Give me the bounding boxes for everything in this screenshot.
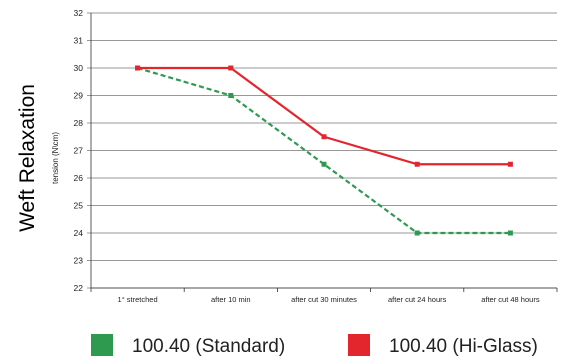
data-point <box>228 65 234 71</box>
series-line <box>137 66 511 166</box>
y-axis-label: Weft Relaxation <box>16 84 39 232</box>
data-point <box>507 230 513 236</box>
y-tick-label: 29 <box>74 91 84 101</box>
legend-label: 100.40 (Standard) <box>132 336 285 357</box>
x-tick-labels: 1° stretched after 10 min after cut 30 min… <box>118 295 540 304</box>
y-tick-label: 31 <box>74 36 84 46</box>
x-tick-label: after cut 30 minutes <box>291 295 357 304</box>
legend-item: 100.40 (Standard) <box>91 334 285 357</box>
legend: 100.40 (Standard) 100.40 (Hi-Glass) <box>91 334 538 357</box>
y-tick-label: 27 <box>74 146 84 156</box>
x-tick-label: 1° stretched <box>118 295 158 304</box>
axes <box>90 13 558 292</box>
data-point <box>135 65 141 71</box>
legend-item: 100.40 (Hi-Glass) <box>348 334 538 357</box>
y-tick-label: 30 <box>74 63 84 73</box>
data-point <box>414 161 420 167</box>
legend-label: 100.40 (Hi-Glass) <box>389 336 538 357</box>
series-hi-glass <box>135 65 513 167</box>
data-point <box>507 161 513 167</box>
series-group <box>135 65 513 236</box>
legend-swatch <box>91 334 113 356</box>
grid-lines <box>87 12 557 289</box>
legend-swatch <box>348 334 370 356</box>
y-axis-unit: tension (N\cm) <box>51 132 60 184</box>
y-tick-label: 25 <box>74 201 84 211</box>
y-tick-label: 28 <box>74 118 84 128</box>
y-tick-label: 26 <box>74 173 84 183</box>
y-tick-labels: 22 23 24 25 26 27 28 29 30 31 32 <box>74 8 84 293</box>
y-tick-label: 24 <box>74 228 84 238</box>
y-tick-label: 22 <box>74 283 84 293</box>
y-tick-label: 23 <box>74 256 84 266</box>
x-tick-label: after cut 24 hours <box>388 295 447 304</box>
x-tick-label: after 10 min <box>211 295 251 304</box>
y-tick-label: 32 <box>74 8 84 18</box>
data-point <box>321 134 327 140</box>
x-tick-label: after cut 48 hours <box>481 295 540 304</box>
data-point <box>321 161 327 167</box>
data-point <box>228 93 234 98</box>
data-point <box>414 230 420 236</box>
